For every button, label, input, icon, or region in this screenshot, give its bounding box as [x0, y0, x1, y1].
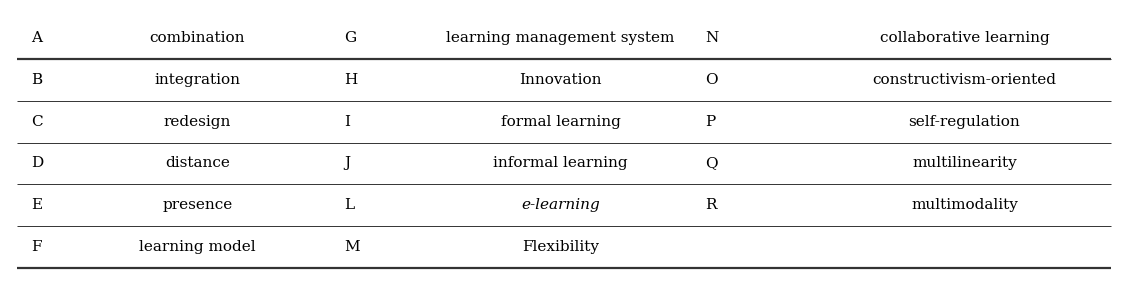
- Text: integration: integration: [155, 73, 240, 87]
- Text: L: L: [344, 198, 354, 212]
- Text: informal learning: informal learning: [493, 156, 628, 170]
- Text: combination: combination: [150, 31, 245, 45]
- Text: presence: presence: [162, 198, 232, 212]
- Text: constructivism-oriented: constructivism-oriented: [872, 73, 1057, 87]
- Text: Flexibility: Flexibility: [522, 240, 599, 254]
- Text: R: R: [705, 198, 716, 212]
- Text: P: P: [705, 115, 715, 129]
- Text: redesign: redesign: [164, 115, 231, 129]
- Text: multimodality: multimodality: [911, 198, 1017, 212]
- Text: D: D: [32, 156, 44, 170]
- Text: I: I: [344, 115, 350, 129]
- Text: self-regulation: self-regulation: [908, 115, 1021, 129]
- Text: F: F: [32, 240, 42, 254]
- Text: O: O: [705, 73, 717, 87]
- Text: A: A: [32, 31, 43, 45]
- Text: learning model: learning model: [139, 240, 256, 254]
- Text: H: H: [344, 73, 358, 87]
- Text: collaborative learning: collaborative learning: [880, 31, 1049, 45]
- Text: learning management system: learning management system: [447, 31, 675, 45]
- Text: multilinearity: multilinearity: [913, 156, 1016, 170]
- Text: M: M: [344, 240, 360, 254]
- Text: Q: Q: [705, 156, 717, 170]
- Text: formal learning: formal learning: [501, 115, 620, 129]
- Text: distance: distance: [165, 156, 230, 170]
- Text: Innovation: Innovation: [519, 73, 602, 87]
- Text: B: B: [32, 73, 43, 87]
- Text: e-learning: e-learning: [521, 198, 600, 212]
- Text: C: C: [32, 115, 43, 129]
- Text: N: N: [705, 31, 719, 45]
- Text: J: J: [344, 156, 350, 170]
- Text: E: E: [32, 198, 43, 212]
- Text: G: G: [344, 31, 356, 45]
